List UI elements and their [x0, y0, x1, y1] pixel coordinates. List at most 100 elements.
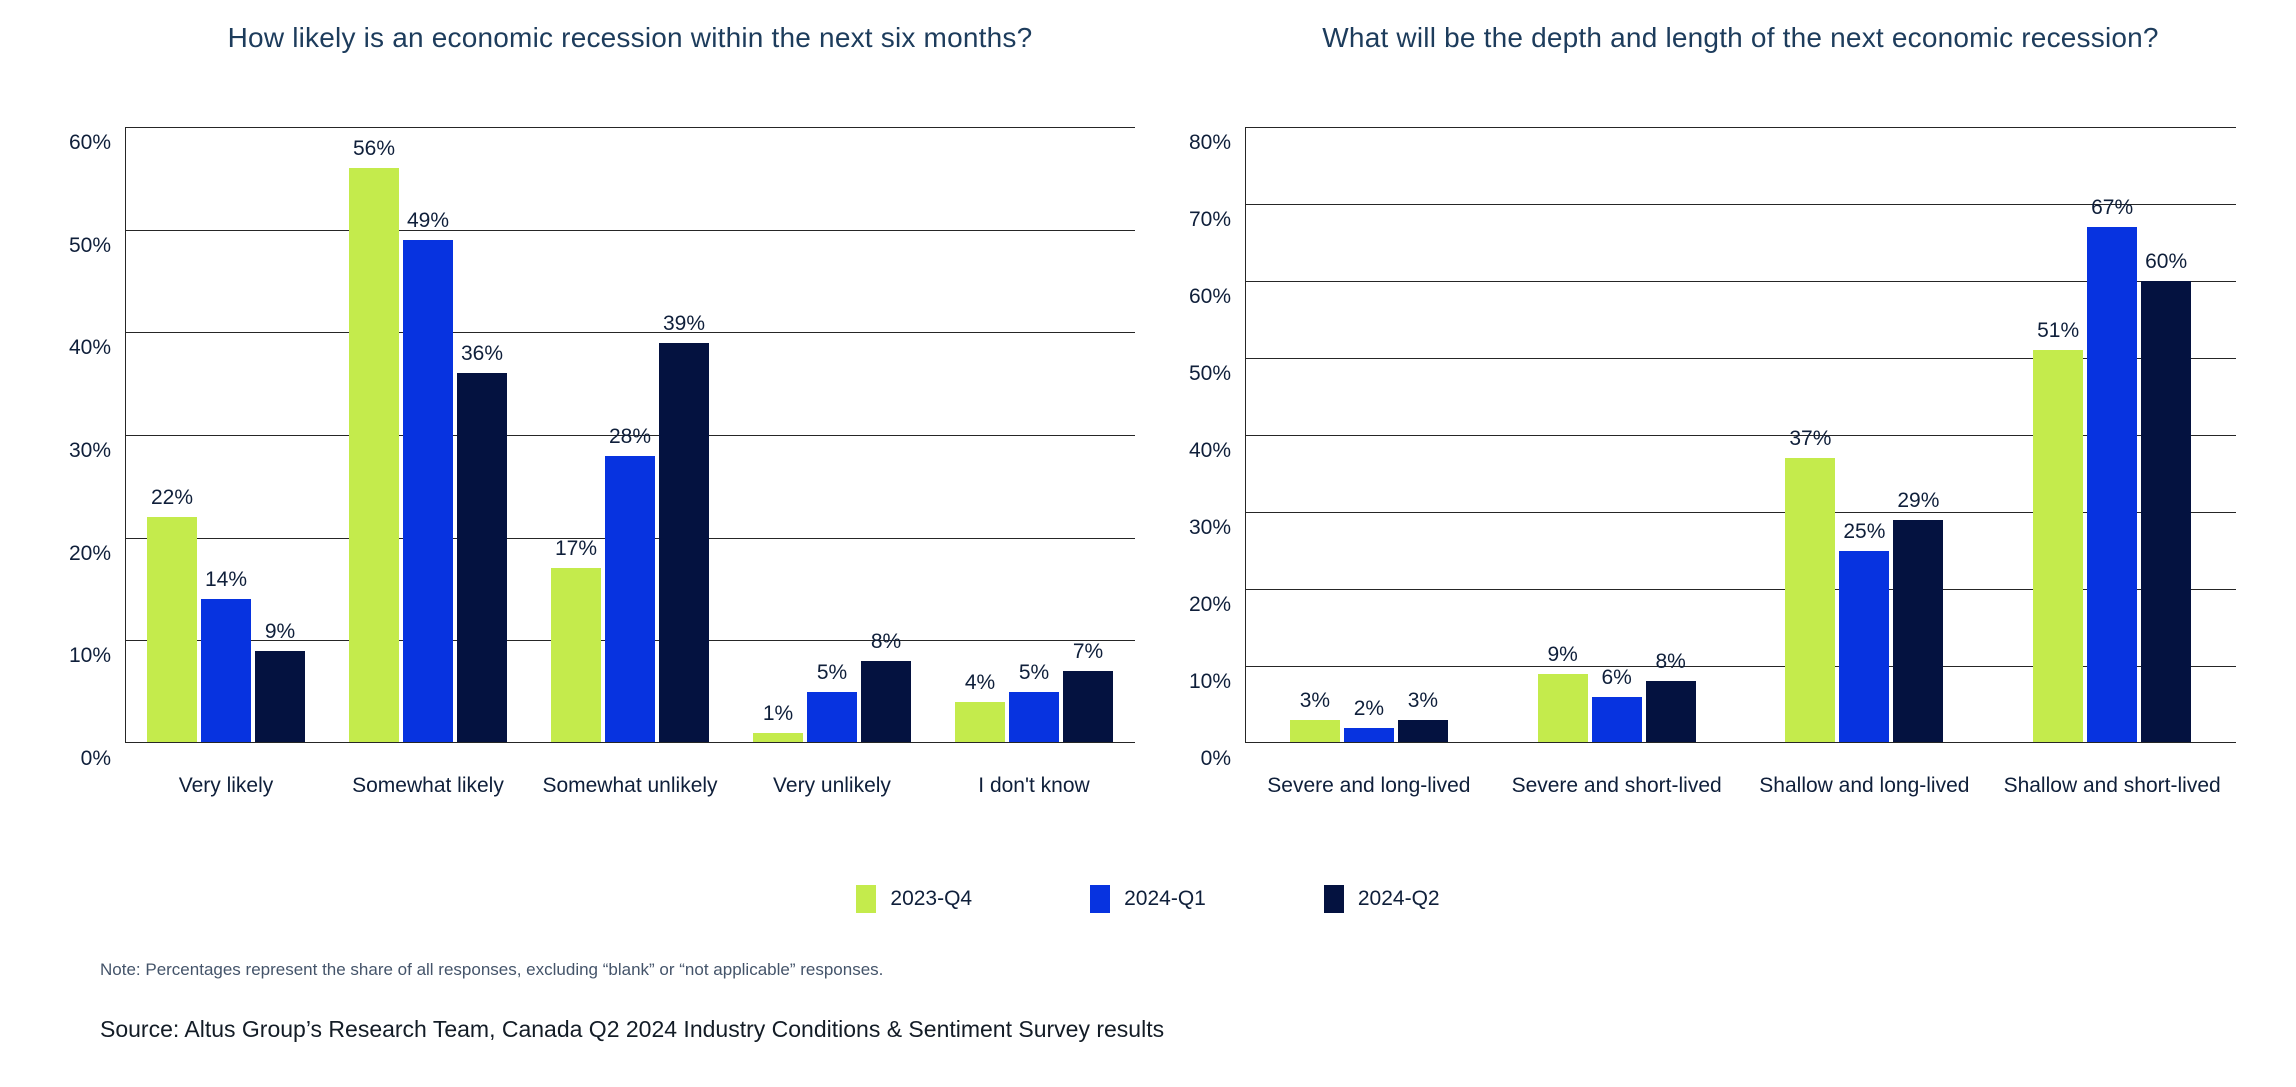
bar-2023-Q4-somewhat-unlikely: 17%	[551, 537, 601, 743]
bar-2024-Q1-somewhat-unlikely: 28%	[605, 425, 655, 743]
bar-value-label: 8%	[870, 629, 902, 653]
bar-2024-Q1-very-unlikely: 5%	[807, 661, 857, 743]
right-chart-plot-area: 0% 10% 20% 30% 40% 50% 60% 70% 80% 3% 2% 3% Severe a…	[1189, 127, 2236, 797]
category-label: Severe and long-lived	[1267, 774, 1471, 797]
bar-value-label: 5%	[816, 660, 848, 684]
gridline	[125, 435, 1135, 436]
y-tick-label: 40%	[1188, 439, 1231, 462]
right-chart-title: What will be the depth and length of the…	[1322, 22, 2159, 53]
bar-value-label: 2%	[1353, 696, 1385, 720]
bar-2024-Q2-very-unlikely: 8%	[861, 630, 911, 743]
bar-value-label: 14%	[204, 568, 248, 592]
bar-value-label: 5%	[1018, 660, 1050, 684]
bar-2024-Q2-severe-and-short-lived: 8%	[1645, 650, 1696, 743]
gridline	[1245, 666, 2236, 667]
gridline	[1245, 127, 2236, 128]
bar-2024-Q1-severe-and-short-lived: 6%	[1591, 666, 1642, 743]
source-line: Source: Altus Group’s Research Team, Can…	[100, 1016, 1165, 1042]
y-tick-label: 80%	[1188, 131, 1231, 154]
legend-swatch	[1323, 885, 1344, 913]
bar-2023-Q4-shallow-and-short-lived: 51%	[2033, 319, 2084, 743]
y-tick-label: 40%	[68, 336, 111, 359]
x-axis-line	[1245, 742, 2236, 743]
bar-groups: 22% 14% 9% Very likely 56% 49% 36% Somewhat lik…	[125, 127, 1135, 797]
y-tick-label: 10%	[68, 644, 111, 667]
y-tick-label: 60%	[68, 131, 111, 154]
gridline	[125, 127, 1135, 128]
bar-2024-Q1-severe-and-long-lived: 2%	[1343, 697, 1394, 743]
legend-swatch	[1090, 885, 1111, 913]
bar-value-label: 67%	[2091, 196, 2134, 220]
bar-value-label: 17%	[554, 537, 598, 561]
bar-2023-Q4-i-don-t-know: 4%	[955, 671, 1005, 743]
y-axis-line	[1245, 127, 1246, 743]
y-tick-label: 0%	[1200, 747, 1231, 770]
bar-value-label: 8%	[1655, 650, 1686, 674]
legend-label: 2024-Q1	[1124, 887, 1206, 910]
bar-2024-Q1-shallow-and-short-lived: 67%	[2087, 196, 2138, 743]
bar-2024-Q1-very-likely: 14%	[201, 568, 251, 743]
bar-value-label: 39%	[662, 311, 706, 335]
bar-2023-Q4-shallow-and-long-lived: 37%	[1785, 427, 1836, 743]
bar-value-label: 60%	[2145, 250, 2188, 273]
bar-2024-Q2-i-don-t-know: 7%	[1063, 640, 1113, 743]
bar-2023-Q4-severe-and-long-lived: 3%	[1289, 689, 1340, 743]
gridline	[125, 332, 1135, 333]
bar-value-label: 29%	[1897, 488, 1940, 512]
chart-legend: 2023-Q4 2024-Q1 2024-Q2	[0, 885, 2296, 913]
category-label: Shallow and long-lived	[1759, 774, 1970, 797]
bar-2024-Q2-very-likely: 9%	[255, 620, 305, 743]
bar-group: 56% 49% 36% Somewhat likely	[327, 127, 529, 797]
bar-value-label: 22%	[150, 486, 194, 510]
legend-item: 2024-Q1	[1090, 885, 1206, 913]
gridline	[1245, 512, 2236, 513]
legend-item: 2024-Q2	[1323, 885, 1440, 913]
footnote: Note: Percentages represent the share of…	[100, 960, 884, 979]
bar-2024-Q2-shallow-and-long-lived: 29%	[1893, 489, 1944, 743]
bar-group: 9% 6% 8% Severe and short-lived	[1493, 127, 1741, 797]
gridline	[125, 230, 1135, 231]
category-label: Shallow and short-lived	[2003, 774, 2221, 797]
bar-value-label: 25%	[1843, 519, 1886, 543]
bar-2023-Q4-very-likely: 22%	[147, 486, 197, 743]
y-tick-label: 50%	[1188, 362, 1231, 385]
bar-group: 1% 5% 8% Very unlikely	[731, 127, 933, 797]
bar-value-label: 9%	[1547, 642, 1578, 666]
bar-2024-Q1-somewhat-likely: 49%	[403, 209, 453, 743]
legend-item: 2023-Q4	[856, 885, 972, 913]
bar-value-label: 3%	[1407, 688, 1439, 712]
x-axis-line	[125, 742, 1135, 743]
category-label: Somewhat likely	[352, 774, 504, 797]
bar-2023-Q4-very-unlikely: 1%	[753, 702, 803, 743]
bar-value-label: 49%	[406, 208, 450, 232]
category-label: I don't know	[978, 774, 1090, 797]
y-tick-label: 60%	[1188, 285, 1231, 308]
bar-value-label: 28%	[608, 424, 652, 448]
legend-label: 2023-Q4	[890, 887, 973, 910]
legend-label: 2024-Q2	[1357, 887, 1440, 910]
bar-group: 22% 14% 9% Very likely	[125, 127, 327, 797]
bar-value-label: 1%	[762, 701, 794, 725]
bar-group: 4% 5% 7% I don't know	[933, 127, 1135, 797]
bar-value-label: 4%	[964, 670, 996, 694]
legend-swatch	[856, 885, 877, 913]
bar-groups: 3% 2% 3% Severe and long-lived 9% 6% 8% Severe …	[1245, 127, 2236, 797]
gridline	[1245, 589, 2236, 590]
bar-value-label: 56%	[352, 137, 396, 161]
y-tick-label: 10%	[1188, 670, 1231, 693]
bar-value-label: 37%	[1789, 427, 1832, 451]
category-label: Very unlikely	[773, 774, 891, 797]
y-tick-label: 20%	[68, 542, 111, 565]
y-tick-label: 30%	[1188, 516, 1231, 539]
bar-value-label: 36%	[460, 342, 504, 366]
category-label: Severe and short-lived	[1511, 774, 1722, 797]
bar-group: 17% 28% 39% Somewhat unlikely	[529, 127, 731, 797]
gridline	[1245, 358, 2236, 359]
y-tick-label: 30%	[68, 439, 111, 462]
bar-2024-Q2-somewhat-unlikely: 39%	[659, 312, 709, 743]
y-tick-label: 20%	[1188, 593, 1231, 616]
bar-group: 51% 67% 60% Shallow and short-lived	[1988, 127, 2236, 797]
bar-value-label: 9%	[264, 619, 296, 643]
bar-2024-Q1-i-don-t-know: 5%	[1009, 661, 1059, 743]
y-tick-label: 0%	[80, 747, 111, 770]
